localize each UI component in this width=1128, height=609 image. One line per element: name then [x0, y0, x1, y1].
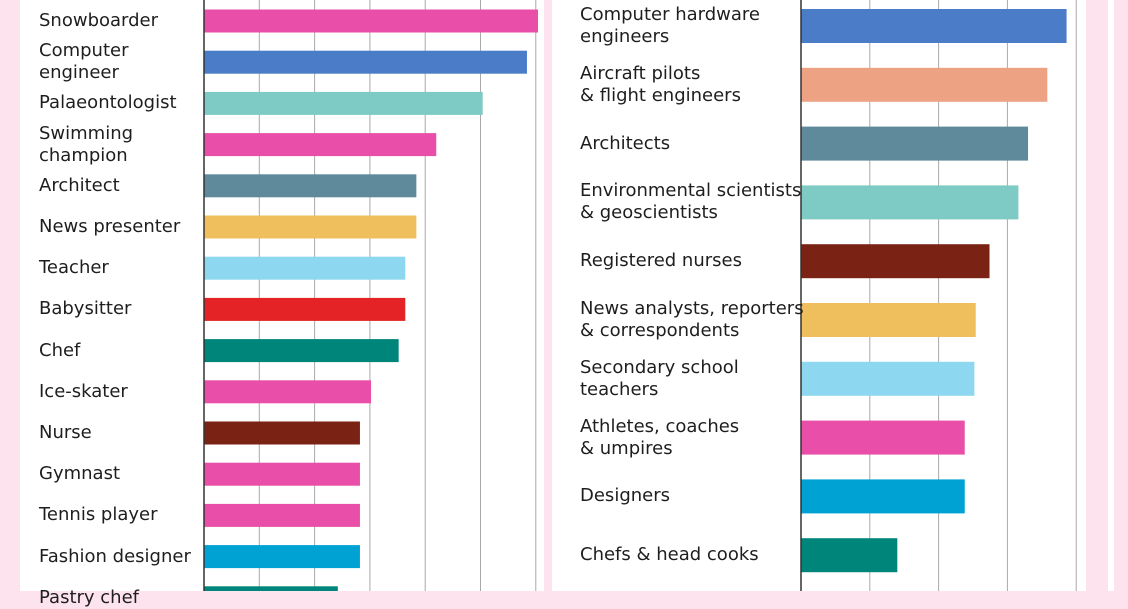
right-bar	[801, 9, 1067, 43]
right-category-label: Registered nurses	[580, 250, 742, 272]
left-category-label: Palaeontologist	[39, 92, 177, 114]
left-category-label: Swimming champion	[39, 122, 134, 166]
right-category-label: Designers	[580, 485, 670, 507]
left-category-label: Fashion designer	[39, 545, 191, 567]
left-category-label: Babysitter	[39, 298, 132, 320]
right-bar	[801, 244, 990, 279]
left-bar	[204, 256, 406, 280]
left-bar	[204, 91, 483, 115]
right-category-label: News analysts, reporters & correspondent…	[580, 298, 804, 341]
left-bar	[204, 9, 539, 33]
right-bar	[801, 479, 965, 514]
right-chart-panel: Computer hardware engineers Aircraft pilo…	[552, 0, 1086, 591]
left-bar	[204, 339, 399, 363]
right-category-label: Computer hardware engineers	[580, 4, 760, 47]
left-bar	[204, 297, 406, 321]
right-bar	[801, 303, 976, 337]
left-bar	[204, 462, 360, 486]
right-bar	[801, 67, 1048, 102]
left-category-label: Gymnast	[39, 463, 121, 485]
right-category-label: Aircraft pilots & flight engineers	[580, 62, 741, 106]
left-category-label: News presenter	[39, 216, 181, 237]
left-bar	[204, 586, 338, 591]
left-bar	[204, 133, 437, 157]
left-category-label: Tennis player	[39, 504, 158, 526]
left-bar	[204, 215, 417, 239]
right-chart-svg	[800, 0, 1077, 591]
left-bar	[204, 421, 360, 445]
right-bar	[801, 538, 898, 573]
right-bar	[801, 126, 1029, 161]
right-category-label: Chefs & head cooks	[580, 544, 759, 566]
left-bar	[204, 545, 360, 569]
left-category-label: Nurse	[39, 422, 92, 443]
left-category-label: Snowboarder	[39, 10, 159, 31]
decorative-stripe	[1108, 0, 1114, 591]
left-bar	[204, 380, 372, 404]
left-bar	[204, 174, 417, 198]
left-category-label: Teacher	[39, 257, 109, 279]
right-bar	[801, 361, 975, 396]
right-category-label: Athletes, coaches & umpires	[580, 415, 740, 459]
right-category-label: Architects	[580, 132, 671, 154]
right-category-label: Environmental scientists & geoscientists	[580, 180, 802, 224]
left-category-label: Chef	[39, 339, 81, 361]
left-category-label: Architect	[39, 174, 120, 196]
left-chart-panel: Snowboarder Computer engineer Palaeontolog…	[20, 0, 544, 608]
right-category-label: Secondary school teachers	[580, 356, 739, 400]
right-bar	[801, 185, 1019, 220]
left-category-label: Ice-skater	[39, 380, 128, 402]
left-bar	[204, 50, 527, 74]
left-bar	[204, 503, 360, 527]
left-chart-svg	[203, 0, 539, 591]
right-bar	[801, 420, 965, 455]
left-category-label: Computer engineer	[39, 40, 129, 84]
left-category-label: Pastry chef	[39, 586, 140, 608]
